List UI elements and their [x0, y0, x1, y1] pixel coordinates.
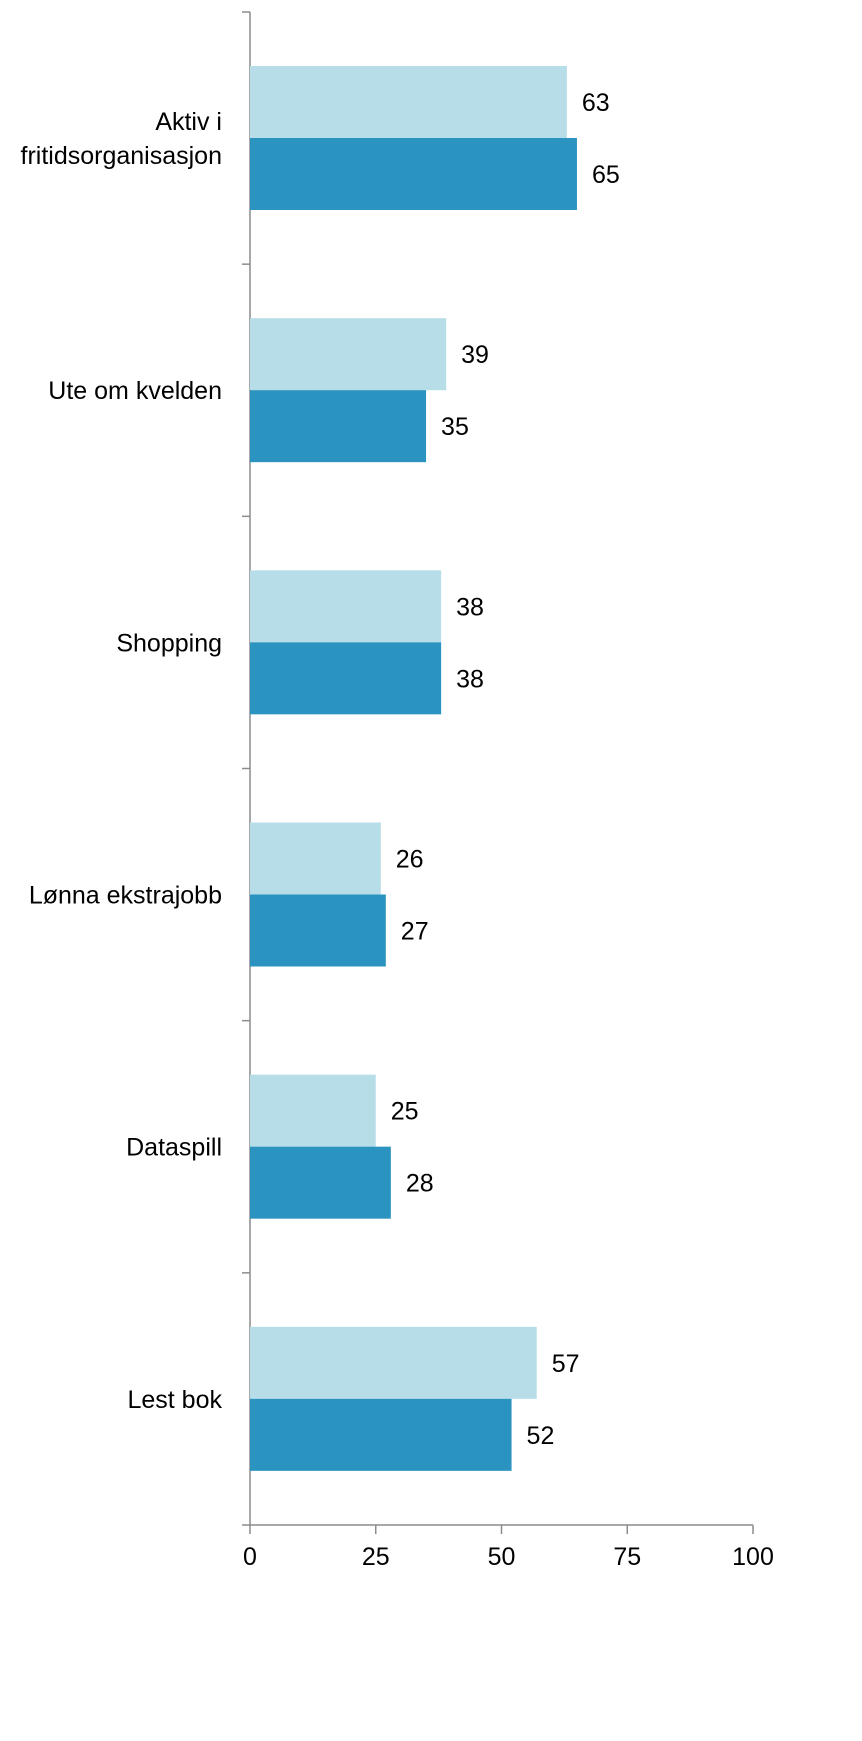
bar — [250, 1398, 512, 1471]
data-label: 35 — [441, 413, 469, 441]
x-tick-label: 0 — [243, 1543, 257, 1571]
bar — [250, 642, 442, 715]
axes-group — [242, 11, 754, 1534]
data-label: 25 — [391, 1098, 419, 1126]
data-label: 52 — [527, 1422, 555, 1450]
x-tick-label: 75 — [613, 1543, 641, 1571]
bars-group — [250, 66, 577, 1471]
category-label: fritidsorganisasjon — [21, 142, 223, 170]
bar — [250, 390, 427, 463]
category-label: Ute om kvelden — [48, 377, 222, 405]
category-label: Shopping — [116, 629, 222, 657]
data-label: 39 — [461, 341, 489, 369]
data-label: 38 — [456, 593, 484, 621]
bar — [250, 894, 386, 967]
data-label: 63 — [582, 89, 610, 117]
data-label: 26 — [396, 846, 424, 874]
x-tick-label: 50 — [488, 1543, 516, 1571]
bar — [250, 66, 567, 138]
bar — [250, 822, 381, 895]
category-label: Aktiv i — [155, 108, 222, 136]
data-label: 38 — [456, 665, 484, 693]
bar — [250, 318, 447, 391]
category-label: Lønna ekstrajobb — [29, 882, 222, 910]
data-label: 27 — [401, 918, 429, 946]
data-label: 28 — [406, 1170, 434, 1198]
bar — [250, 570, 442, 643]
x-tick-label: 25 — [362, 1543, 390, 1571]
data-label: 57 — [552, 1350, 580, 1378]
bar — [250, 138, 577, 210]
labels-group: 0 25 50 75 100 63 65 Aktiv i fritidsorganisasjon… — [21, 89, 774, 1571]
bar — [250, 1146, 391, 1219]
bar — [250, 1326, 537, 1399]
data-label: 65 — [592, 161, 620, 189]
category-label: Lest bok — [127, 1386, 222, 1414]
bar — [250, 1074, 376, 1147]
x-tick-label: 100 — [732, 1543, 774, 1571]
category-label: Dataspill — [126, 1134, 222, 1162]
